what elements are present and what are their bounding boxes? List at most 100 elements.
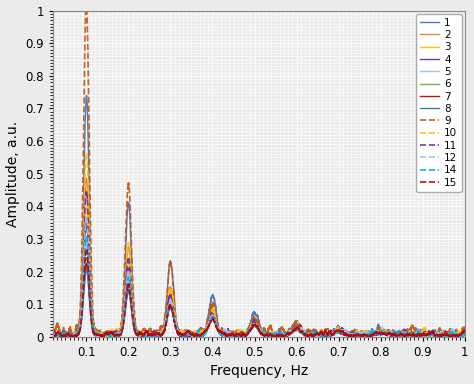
14: [118, 330, 124, 335]
6: [83, 255, 89, 260]
10: [63, 334, 69, 339]
9: [356, 333, 361, 337]
4: [356, 331, 361, 336]
7: [202, 331, 208, 336]
5: [118, 329, 124, 334]
Line: 2: 2: [45, 178, 465, 337]
14: [294, 327, 300, 331]
4: [315, 334, 321, 338]
12: [387, 329, 393, 334]
5: [42, 334, 47, 338]
7: [118, 331, 124, 336]
9: [202, 329, 208, 334]
5: [83, 240, 89, 244]
Line: 7: 7: [45, 264, 465, 337]
14: [387, 332, 393, 337]
5: [202, 329, 208, 333]
5: [441, 334, 447, 339]
1: [356, 331, 361, 336]
9: [294, 323, 300, 327]
X-axis label: Frequency, Hz: Frequency, Hz: [210, 364, 308, 379]
14: [202, 331, 208, 336]
3: [84, 205, 90, 209]
15: [118, 331, 124, 335]
7: [84, 262, 90, 266]
Line: 11: 11: [45, 192, 465, 337]
12: [202, 331, 208, 335]
15: [42, 331, 47, 335]
5: [387, 332, 393, 336]
8: [42, 334, 47, 338]
3: [392, 334, 398, 339]
7: [462, 332, 467, 336]
6: [42, 333, 47, 337]
2: [387, 333, 393, 338]
9: [118, 321, 124, 326]
15: [272, 334, 278, 339]
12: [294, 328, 300, 333]
12: [107, 334, 113, 339]
3: [315, 332, 321, 336]
8: [294, 325, 300, 330]
5: [356, 334, 361, 339]
14: [42, 334, 47, 338]
1: [118, 326, 124, 331]
11: [118, 328, 124, 332]
9: [315, 331, 321, 336]
8: [202, 331, 208, 336]
7: [42, 333, 47, 338]
12: [356, 331, 361, 335]
9: [42, 332, 47, 336]
2: [42, 332, 47, 336]
4: [42, 333, 47, 337]
8: [67, 334, 73, 339]
Line: 3: 3: [45, 207, 465, 337]
2: [462, 330, 467, 334]
11: [55, 334, 60, 339]
10: [42, 332, 47, 336]
3: [294, 322, 300, 326]
Line: 15: 15: [45, 250, 465, 337]
9: [399, 334, 405, 339]
2: [118, 325, 124, 329]
6: [118, 329, 124, 334]
12: [118, 329, 124, 334]
1: [202, 328, 208, 333]
6: [294, 324, 300, 329]
5: [462, 331, 467, 336]
3: [42, 331, 47, 335]
12: [83, 215, 89, 219]
12: [315, 334, 321, 338]
4: [316, 334, 322, 339]
1: [42, 333, 47, 338]
11: [356, 332, 361, 337]
8: [462, 331, 467, 336]
11: [294, 327, 300, 331]
1: [387, 330, 393, 334]
10: [356, 330, 361, 335]
1: [83, 93, 89, 98]
Y-axis label: Amplitude, a.u.: Amplitude, a.u.: [6, 121, 19, 227]
7: [294, 326, 300, 331]
Line: 1: 1: [45, 95, 465, 337]
Line: 12: 12: [45, 217, 465, 337]
10: [462, 333, 467, 337]
6: [315, 332, 321, 337]
2: [202, 331, 208, 335]
Line: 9: 9: [45, 4, 465, 337]
5: [315, 332, 321, 337]
12: [462, 333, 467, 338]
11: [84, 189, 90, 194]
11: [315, 332, 321, 337]
Line: 5: 5: [45, 242, 465, 337]
2: [356, 333, 361, 338]
6: [202, 330, 208, 334]
Line: 8: 8: [45, 269, 465, 337]
9: [462, 326, 467, 330]
7: [315, 333, 321, 337]
4: [462, 331, 467, 335]
11: [202, 330, 208, 334]
Legend: 1, 2, 3, 4, 5, 6, 7, 8, 9, 10, 11, 12, 14, 15: 1, 2, 3, 4, 5, 6, 7, 8, 9, 10, 11, 12, 1…: [416, 14, 462, 192]
10: [118, 324, 124, 329]
7: [356, 333, 361, 338]
